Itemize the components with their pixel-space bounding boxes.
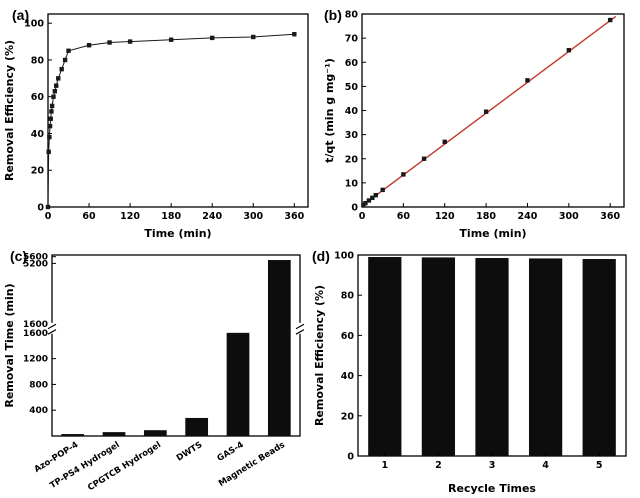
svg-text:DWTS: DWTS	[175, 440, 204, 464]
svg-text:300: 300	[559, 211, 579, 222]
svg-text:20: 20	[345, 154, 359, 165]
panel-a-label: (a)	[12, 7, 30, 23]
svg-text:1200: 1200	[23, 355, 48, 365]
svg-text:2: 2	[435, 460, 442, 471]
svg-text:0: 0	[45, 211, 52, 222]
svg-text:1600: 1600	[23, 320, 48, 330]
svg-text:4: 4	[542, 460, 549, 471]
svg-text:180: 180	[476, 211, 496, 222]
svg-text:240: 240	[202, 211, 222, 222]
svg-text:120: 120	[435, 211, 455, 222]
svg-text:80: 80	[31, 55, 45, 66]
svg-text:20: 20	[341, 411, 355, 422]
panel-b-label: (b)	[324, 7, 342, 23]
svg-text:80: 80	[341, 291, 355, 302]
svg-text:t/qt (min g mg⁻¹): t/qt (min g mg⁻¹)	[323, 58, 336, 163]
svg-text:100: 100	[334, 251, 354, 262]
svg-text:800: 800	[29, 380, 48, 390]
svg-text:5200: 5200	[23, 259, 48, 269]
svg-text:60: 60	[397, 211, 411, 222]
svg-text:0: 0	[359, 211, 366, 222]
panel-b-pseudo-second-order-chart: 0 60 120 180 240 300 360 0 10 20 30 40 50 60 70 80 Time …	[323, 10, 625, 240]
svg-text:GAS-4: GAS-4	[216, 440, 246, 464]
svg-text:80: 80	[345, 10, 359, 21]
panel-c-removal-time-bar-chart: 40080012001600160052005600Azo-POP-4TP-PS…	[3, 253, 305, 493]
svg-text:60: 60	[345, 58, 359, 69]
svg-text:1: 1	[381, 460, 388, 471]
svg-text:Removal Time (min): Removal Time (min)	[3, 283, 16, 407]
svg-text:100: 100	[24, 19, 44, 30]
svg-text:40: 40	[341, 371, 355, 382]
svg-text:5: 5	[596, 460, 603, 471]
svg-text:400: 400	[29, 406, 48, 416]
svg-text:0: 0	[347, 452, 354, 463]
svg-text:70: 70	[345, 34, 359, 45]
svg-text:10: 10	[345, 178, 359, 189]
svg-text:60: 60	[82, 211, 96, 222]
svg-text:120: 120	[120, 211, 140, 222]
svg-text:60: 60	[341, 331, 355, 342]
svg-text:0: 0	[351, 203, 358, 214]
svg-text:360: 360	[284, 211, 304, 222]
svg-text:Time (min): Time (min)	[459, 227, 526, 240]
svg-text:Time (min): Time (min)	[144, 227, 211, 240]
svg-text:30: 30	[345, 130, 359, 141]
svg-text:20: 20	[31, 166, 45, 177]
svg-text:Recycle Times: Recycle Times	[448, 482, 536, 495]
svg-text:Removal Efficiency (%): Removal Efficiency (%)	[3, 40, 16, 181]
svg-text:CPGTCB Hydrogel: CPGTCB Hydrogel	[86, 440, 163, 493]
panel-d-recycle-bar-chart: 0 20 40 60 80 100 1 2 3 4 5 Recycle Times Removal Ef…	[313, 251, 627, 495]
svg-text:40: 40	[31, 129, 45, 140]
panel-a-kinetics-scatter-chart: 0 60 120 180 240 300 360 0 20 40 60 80 100 Time (min)…	[3, 13, 309, 240]
svg-text:360: 360	[600, 211, 620, 222]
svg-text:60: 60	[31, 92, 45, 103]
svg-text:0: 0	[37, 203, 44, 214]
svg-text:40: 40	[345, 106, 359, 117]
svg-text:3: 3	[489, 460, 496, 471]
svg-text:Removal Efficiency (%): Removal Efficiency (%)	[313, 285, 326, 426]
svg-text:5600: 5600	[23, 253, 48, 263]
svg-text:240: 240	[518, 211, 538, 222]
svg-text:300: 300	[243, 211, 263, 222]
panel-d-label: (d)	[312, 248, 330, 264]
svg-text:TP-PS4 Hydrogel: TP-PS4 Hydrogel	[48, 440, 121, 491]
svg-text:50: 50	[345, 82, 359, 93]
svg-text:180: 180	[161, 211, 181, 222]
panel-c-label: (c)	[10, 248, 28, 264]
svg-text:1600: 1600	[23, 329, 48, 339]
